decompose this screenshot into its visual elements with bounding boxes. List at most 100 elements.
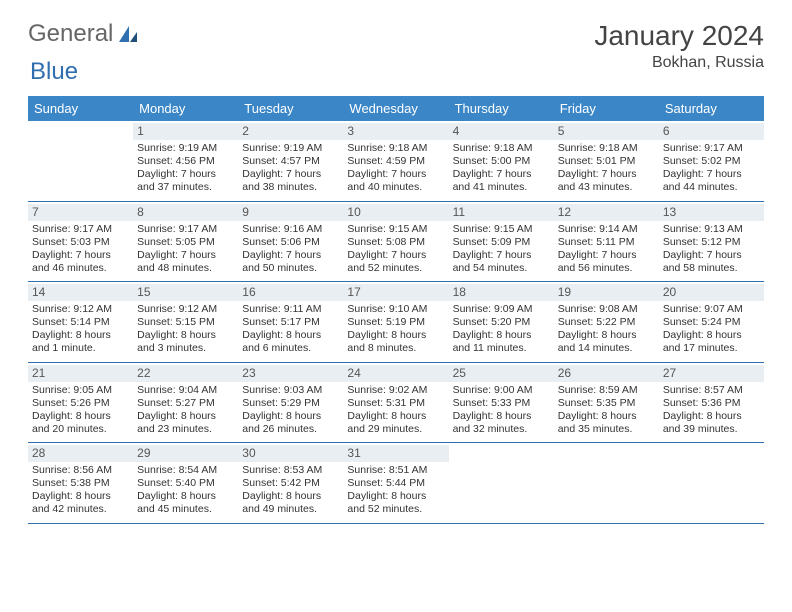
daylight-text: and 43 minutes.	[558, 181, 655, 194]
sail-icon	[117, 24, 139, 44]
calendar-cell: 8Sunrise: 9:17 AMSunset: 5:05 PMDaylight…	[133, 201, 238, 282]
daylight-text: Daylight: 7 hours	[137, 249, 234, 262]
day-number: 15	[133, 284, 238, 301]
calendar-cell: 25Sunrise: 9:00 AMSunset: 5:33 PMDayligh…	[449, 362, 554, 443]
daylight-text: Daylight: 8 hours	[32, 490, 129, 503]
daylight-text: and 14 minutes.	[558, 342, 655, 355]
sunset-text: Sunset: 5:14 PM	[32, 316, 129, 329]
day-number: 10	[343, 204, 448, 221]
sunset-text: Sunset: 5:29 PM	[242, 397, 339, 410]
day-number: 18	[449, 284, 554, 301]
day-number: 30	[238, 445, 343, 462]
daylight-text: and 52 minutes.	[347, 503, 444, 516]
sunset-text: Sunset: 4:59 PM	[347, 155, 444, 168]
day-number: 27	[659, 365, 764, 382]
sunset-text: Sunset: 5:31 PM	[347, 397, 444, 410]
daylight-text: and 38 minutes.	[242, 181, 339, 194]
daylight-text: and 41 minutes.	[453, 181, 550, 194]
sunrise-text: Sunrise: 9:12 AM	[32, 303, 129, 316]
sunset-text: Sunset: 5:38 PM	[32, 477, 129, 490]
calendar-cell: 15Sunrise: 9:12 AMSunset: 5:15 PMDayligh…	[133, 282, 238, 363]
calendar-cell: 19Sunrise: 9:08 AMSunset: 5:22 PMDayligh…	[554, 282, 659, 363]
daylight-text: Daylight: 7 hours	[347, 249, 444, 262]
day-number: 17	[343, 284, 448, 301]
daylight-text: and 26 minutes.	[242, 423, 339, 436]
sunset-text: Sunset: 5:08 PM	[347, 236, 444, 249]
daylight-text: Daylight: 7 hours	[347, 168, 444, 181]
sunrise-text: Sunrise: 8:53 AM	[242, 464, 339, 477]
sunset-text: Sunset: 5:22 PM	[558, 316, 655, 329]
sunset-text: Sunset: 5:27 PM	[137, 397, 234, 410]
sunrise-text: Sunrise: 9:03 AM	[242, 384, 339, 397]
sunrise-text: Sunrise: 9:14 AM	[558, 223, 655, 236]
daylight-text: Daylight: 7 hours	[453, 168, 550, 181]
daylight-text: and 40 minutes.	[347, 181, 444, 194]
day-number: 16	[238, 284, 343, 301]
daylight-text: Daylight: 8 hours	[242, 490, 339, 503]
calendar-cell	[449, 443, 554, 524]
sunset-text: Sunset: 5:26 PM	[32, 397, 129, 410]
daylight-text: and 52 minutes.	[347, 262, 444, 275]
day-number: 12	[554, 204, 659, 221]
calendar-cell: 22Sunrise: 9:04 AMSunset: 5:27 PMDayligh…	[133, 362, 238, 443]
calendar-cell: 12Sunrise: 9:14 AMSunset: 5:11 PMDayligh…	[554, 201, 659, 282]
day-number: 3	[343, 123, 448, 140]
sunrise-text: Sunrise: 9:18 AM	[558, 142, 655, 155]
day-number: 14	[28, 284, 133, 301]
daylight-text: and 37 minutes.	[137, 181, 234, 194]
daylight-text: and 1 minute.	[32, 342, 129, 355]
calendar-cell: 2Sunrise: 9:19 AMSunset: 4:57 PMDaylight…	[238, 121, 343, 201]
daylight-text: and 3 minutes.	[137, 342, 234, 355]
sunrise-text: Sunrise: 8:57 AM	[663, 384, 760, 397]
sunset-text: Sunset: 5:09 PM	[453, 236, 550, 249]
calendar-cell: 11Sunrise: 9:15 AMSunset: 5:09 PMDayligh…	[449, 201, 554, 282]
sunrise-text: Sunrise: 9:13 AM	[663, 223, 760, 236]
sunrise-text: Sunrise: 9:19 AM	[242, 142, 339, 155]
calendar-cell: 1Sunrise: 9:19 AMSunset: 4:56 PMDaylight…	[133, 121, 238, 201]
daylight-text: and 20 minutes.	[32, 423, 129, 436]
daylight-text: Daylight: 7 hours	[242, 168, 339, 181]
sunset-text: Sunset: 4:56 PM	[137, 155, 234, 168]
calendar-head: Sunday Monday Tuesday Wednesday Thursday…	[28, 96, 764, 121]
calendar-cell: 20Sunrise: 9:07 AMSunset: 5:24 PMDayligh…	[659, 282, 764, 363]
sunrise-text: Sunrise: 9:05 AM	[32, 384, 129, 397]
sunset-text: Sunset: 5:00 PM	[453, 155, 550, 168]
daylight-text: and 32 minutes.	[453, 423, 550, 436]
weekday-header: Monday	[133, 96, 238, 121]
day-number: 5	[554, 123, 659, 140]
daylight-text: Daylight: 7 hours	[242, 249, 339, 262]
day-number: 21	[28, 365, 133, 382]
sunrise-text: Sunrise: 9:17 AM	[137, 223, 234, 236]
day-number: 28	[28, 445, 133, 462]
daylight-text: Daylight: 8 hours	[558, 410, 655, 423]
day-number: 8	[133, 204, 238, 221]
day-number: 22	[133, 365, 238, 382]
calendar-cell: 17Sunrise: 9:10 AMSunset: 5:19 PMDayligh…	[343, 282, 448, 363]
calendar-cell: 16Sunrise: 9:11 AMSunset: 5:17 PMDayligh…	[238, 282, 343, 363]
day-number: 4	[449, 123, 554, 140]
brand-logo: General	[28, 20, 139, 48]
daylight-text: Daylight: 8 hours	[663, 410, 760, 423]
sunset-text: Sunset: 5:15 PM	[137, 316, 234, 329]
daylight-text: and 29 minutes.	[347, 423, 444, 436]
sunrise-text: Sunrise: 9:08 AM	[558, 303, 655, 316]
daylight-text: and 48 minutes.	[137, 262, 234, 275]
daylight-text: Daylight: 8 hours	[32, 329, 129, 342]
weekday-header: Saturday	[659, 96, 764, 121]
calendar-row: 1Sunrise: 9:19 AMSunset: 4:56 PMDaylight…	[28, 121, 764, 201]
sunset-text: Sunset: 4:57 PM	[242, 155, 339, 168]
sunrise-text: Sunrise: 9:12 AM	[137, 303, 234, 316]
sunrise-text: Sunrise: 8:56 AM	[32, 464, 129, 477]
sunset-text: Sunset: 5:02 PM	[663, 155, 760, 168]
weekday-header: Wednesday	[343, 96, 448, 121]
daylight-text: and 11 minutes.	[453, 342, 550, 355]
sunset-text: Sunset: 5:19 PM	[347, 316, 444, 329]
sunrise-text: Sunrise: 9:04 AM	[137, 384, 234, 397]
daylight-text: and 49 minutes.	[242, 503, 339, 516]
calendar-body: 1Sunrise: 9:19 AMSunset: 4:56 PMDaylight…	[28, 121, 764, 523]
sunrise-text: Sunrise: 8:51 AM	[347, 464, 444, 477]
calendar-cell: 18Sunrise: 9:09 AMSunset: 5:20 PMDayligh…	[449, 282, 554, 363]
sunset-text: Sunset: 5:33 PM	[453, 397, 550, 410]
calendar-cell: 3Sunrise: 9:18 AMSunset: 4:59 PMDaylight…	[343, 121, 448, 201]
calendar-cell: 13Sunrise: 9:13 AMSunset: 5:12 PMDayligh…	[659, 201, 764, 282]
